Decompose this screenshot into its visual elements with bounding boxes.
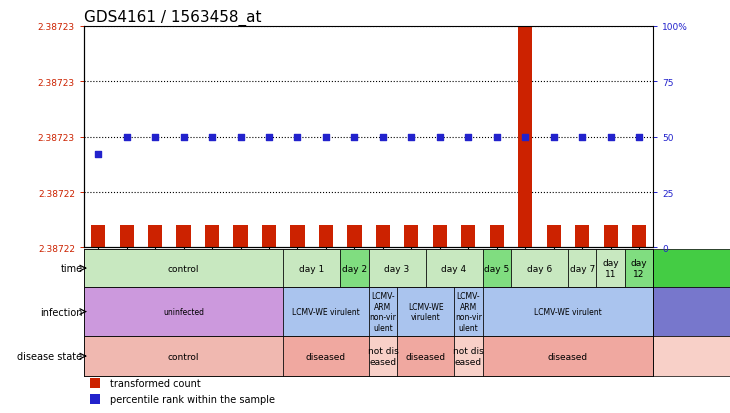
Bar	[596, 250, 625, 287]
Text: day 6: day 6	[527, 264, 552, 273]
Text: day
12: day 12	[631, 259, 648, 278]
Point	[292, 134, 304, 140]
Text: uninfected: uninfected	[163, 307, 204, 316]
Bar	[653, 337, 730, 376]
Text: LCMV-WE
virulent: LCMV-WE virulent	[408, 302, 443, 321]
Text: not dis
eased: not dis eased	[367, 347, 399, 366]
Bar	[511, 250, 568, 287]
Bar	[483, 287, 653, 337]
Bar	[90, 378, 99, 388]
Text: day
11: day 11	[602, 259, 619, 278]
Point	[519, 134, 531, 140]
Bar	[369, 250, 426, 287]
Text: LCMV-WE virulent: LCMV-WE virulent	[292, 307, 360, 316]
Bar	[91, 225, 105, 248]
Point	[121, 134, 133, 140]
Text: day 7: day 7	[569, 264, 595, 273]
Bar	[376, 225, 390, 248]
Text: control: control	[168, 264, 199, 273]
Bar	[397, 337, 454, 376]
Text: LCMV-
ARM
non-vir
ulent: LCMV- ARM non-vir ulent	[455, 292, 482, 332]
Text: day 30: day 30	[695, 264, 726, 273]
Bar	[547, 225, 561, 248]
Bar	[653, 287, 730, 337]
Bar	[283, 250, 340, 287]
Bar	[433, 225, 447, 248]
Bar	[632, 225, 646, 248]
Bar	[518, 27, 532, 248]
Bar	[604, 225, 618, 248]
Bar	[568, 250, 596, 287]
Point	[548, 134, 559, 140]
Point	[178, 134, 190, 140]
Point	[406, 134, 418, 140]
Text: infection: infection	[40, 307, 82, 317]
Text: LCMV-
ARM
non-vir
ulent: LCMV- ARM non-vir ulent	[369, 292, 396, 332]
Text: day 2: day 2	[342, 264, 367, 273]
Text: day 5: day 5	[484, 264, 510, 273]
Text: not diseased: not diseased	[681, 352, 730, 361]
Text: day 1: day 1	[299, 264, 324, 273]
Text: diseased: diseased	[306, 352, 346, 361]
Bar	[426, 250, 483, 287]
Text: control: control	[168, 352, 199, 361]
Bar	[262, 225, 276, 248]
Bar	[483, 250, 511, 287]
Text: LCMV-ARM + LCMV-WE
protective: LCMV-ARM + LCMV-WE protective	[666, 302, 730, 321]
Point	[349, 134, 361, 140]
Point	[491, 134, 502, 140]
Bar	[283, 337, 369, 376]
Point	[634, 134, 645, 140]
Bar	[234, 225, 247, 248]
Bar	[148, 225, 162, 248]
Bar	[205, 225, 219, 248]
Bar	[84, 287, 283, 337]
Point	[92, 152, 104, 158]
Bar	[625, 250, 653, 287]
Point	[206, 134, 218, 140]
Text: GDS4161 / 1563458_at: GDS4161 / 1563458_at	[84, 9, 261, 26]
Bar	[397, 287, 454, 337]
Bar	[283, 287, 369, 337]
Point	[235, 134, 247, 140]
Text: transformed count: transformed count	[110, 378, 200, 388]
Bar	[84, 250, 283, 287]
Bar	[490, 225, 504, 248]
Text: disease state: disease state	[18, 351, 82, 361]
Point	[463, 134, 474, 140]
Text: day 3: day 3	[385, 264, 410, 273]
Point	[377, 134, 388, 140]
Bar	[340, 250, 369, 287]
Bar	[454, 337, 483, 376]
Text: diseased: diseased	[548, 352, 588, 361]
Bar	[177, 225, 191, 248]
Point	[577, 134, 588, 140]
Point	[320, 134, 331, 140]
Text: LCMV-WE virulent: LCMV-WE virulent	[534, 307, 602, 316]
Bar	[291, 225, 304, 248]
Bar	[120, 225, 134, 248]
Bar	[90, 394, 99, 404]
Bar	[347, 225, 361, 248]
Bar	[84, 337, 283, 376]
Text: day 4: day 4	[442, 264, 466, 273]
Bar	[461, 225, 475, 248]
Bar	[483, 337, 653, 376]
Point	[149, 134, 161, 140]
Bar	[653, 250, 730, 287]
Bar	[404, 225, 418, 248]
Text: time: time	[61, 263, 82, 273]
Bar	[369, 287, 397, 337]
Point	[434, 134, 445, 140]
Bar	[575, 225, 589, 248]
Point	[263, 134, 274, 140]
Text: not dis
eased: not dis eased	[453, 347, 484, 366]
Bar	[369, 337, 397, 376]
Text: percentile rank within the sample: percentile rank within the sample	[110, 394, 274, 404]
Text: diseased: diseased	[406, 352, 445, 361]
Bar	[319, 225, 333, 248]
Bar	[454, 287, 483, 337]
Point	[604, 134, 616, 140]
